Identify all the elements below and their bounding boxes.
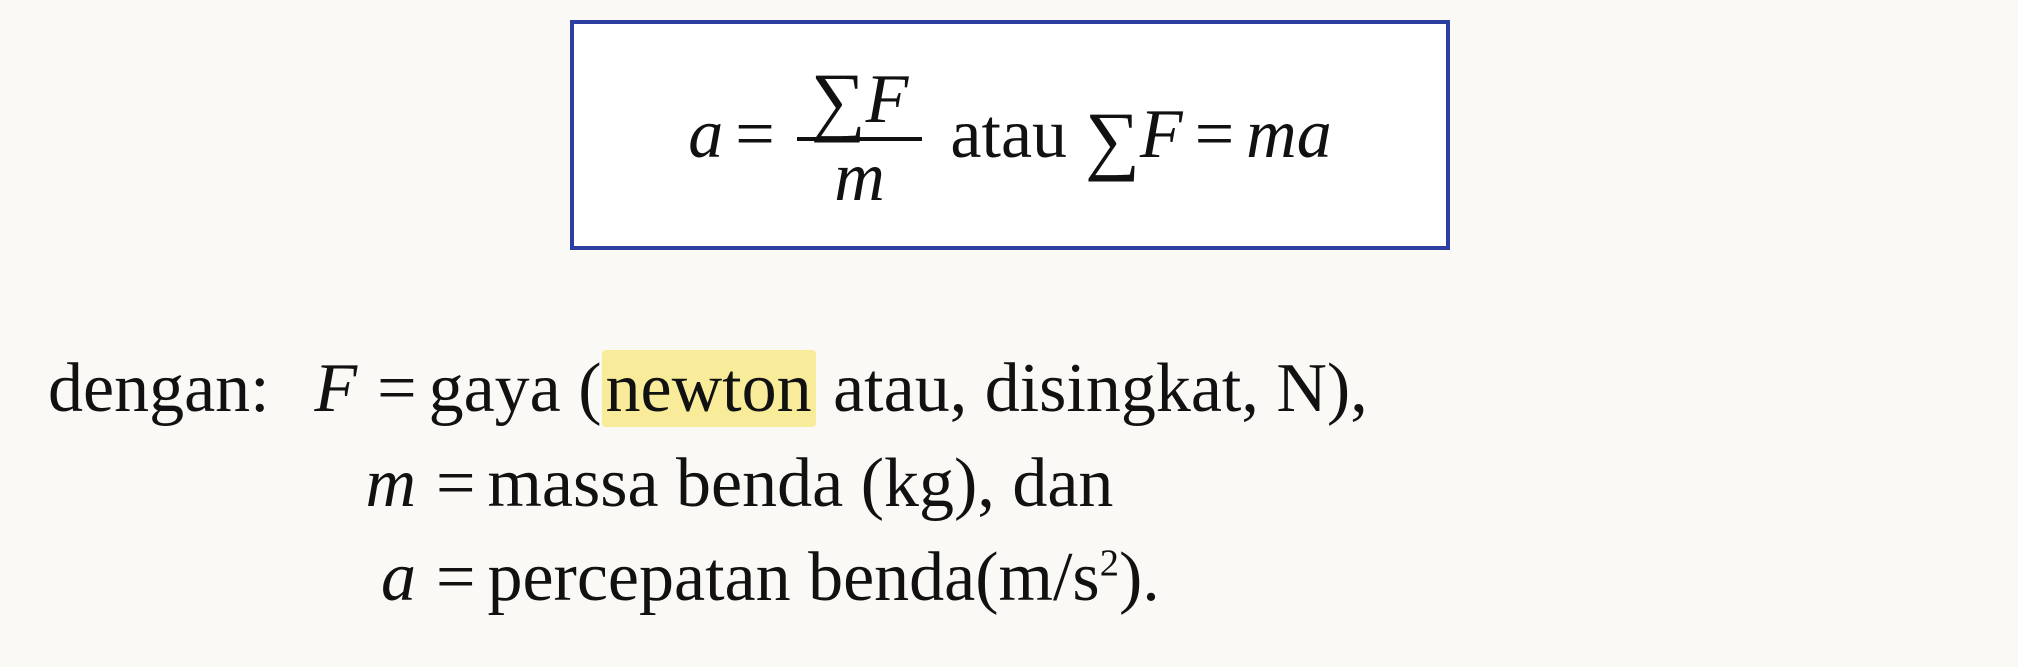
- definition-symbol: F: [287, 342, 357, 437]
- definition-row: a = percepatan benda(m/s2).: [48, 531, 1368, 626]
- definition-text: massa benda (kg), dan: [487, 437, 1113, 532]
- definition-symbol: a: [346, 531, 416, 626]
- formula-numerator: ∑F: [797, 56, 923, 141]
- formula-rhs-force: F: [1140, 95, 1183, 175]
- page-root: a = ∑F m atau ∑ F = ma dengan: F = gaya …: [0, 0, 2018, 667]
- formula-rhs-mass: m: [1246, 95, 1297, 175]
- definition-text: percepatan benda(m/s2).: [487, 531, 1159, 626]
- formula-conjunction: atau: [950, 95, 1067, 175]
- formula-numerator-var: F: [866, 61, 909, 138]
- definition-text-pre: gaya (: [429, 350, 602, 427]
- definition-text: gaya (newton atau, disingkat, N),: [429, 342, 1368, 437]
- formula-rhs-accel: a: [1297, 95, 1332, 175]
- formula-equals-2: =: [1195, 95, 1234, 175]
- definition-row: m = massa benda (kg), dan: [48, 437, 1368, 532]
- definition-highlight: newton: [602, 350, 816, 427]
- formula-denominator: m: [820, 141, 899, 215]
- definition-equals: =: [436, 531, 475, 626]
- formula-box: a = ∑F m atau ∑ F = ma: [570, 20, 1450, 250]
- definition-text-post: atau, disingkat, N),: [816, 350, 1368, 427]
- formula-fraction: ∑F m: [797, 56, 923, 215]
- formula-lhs-var: a: [688, 95, 723, 175]
- definition-symbol: m: [346, 437, 416, 532]
- definition-superscript: 2: [1100, 543, 1119, 585]
- definition-row: dengan: F = gaya (newton atau, disingkat…: [48, 342, 1368, 437]
- definitions-lead: dengan:: [48, 342, 287, 437]
- definition-text-post: ).: [1119, 539, 1160, 616]
- sigma-icon: ∑: [811, 62, 866, 139]
- definition-equals: =: [377, 342, 416, 437]
- definition-text-pre: percepatan benda(m/s: [487, 539, 1099, 616]
- definition-equals: =: [436, 437, 475, 532]
- formula-equals-1: =: [735, 95, 774, 175]
- definitions-block: dengan: F = gaya (newton atau, disingkat…: [48, 342, 1368, 626]
- sigma-icon: ∑: [1085, 95, 1140, 184]
